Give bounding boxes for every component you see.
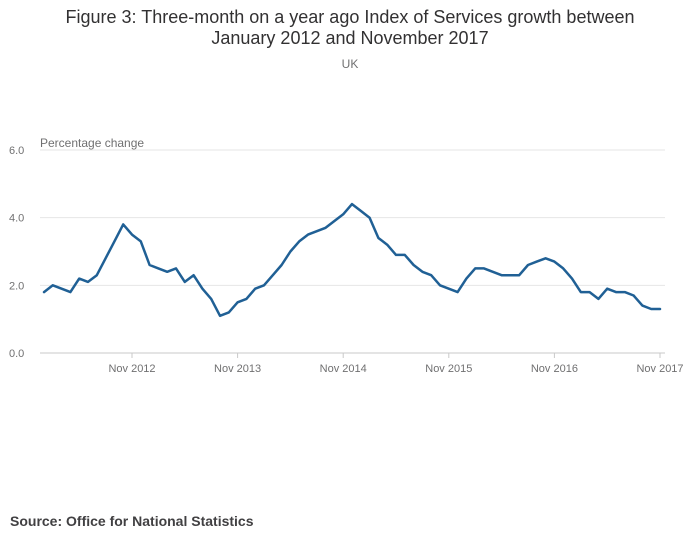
source-note: Source: Office for National Statistics xyxy=(10,513,254,529)
x-tick-label-3: Nov 2015 xyxy=(425,363,472,375)
series-line xyxy=(42,202,662,318)
x-tick-label-2: Nov 2014 xyxy=(320,363,367,375)
y-tick-label-2: 4.0 xyxy=(9,213,24,225)
chart-title-line-2: January 2012 and November 2017 xyxy=(211,28,489,48)
chart-subtitle: UK xyxy=(341,57,359,71)
y-tick-label-0: 0.0 xyxy=(9,348,24,360)
x-tick-label-1: Nov 2013 xyxy=(214,363,261,375)
chart-title-line-1: Figure 3: Three-month on a year ago Inde… xyxy=(65,7,635,27)
y-tick-label-3: 6.0 xyxy=(9,145,24,157)
x-tick-label-4: Nov 2016 xyxy=(531,363,578,375)
chart-title: Figure 3: Three-month on a year ago Inde… xyxy=(0,7,700,49)
y-axis-label: Percentage change xyxy=(40,136,145,150)
x-tick-label-5: Nov 2017 xyxy=(636,363,683,375)
x-tick-label-0: Nov 2012 xyxy=(108,363,155,375)
y-tick-label-1: 2.0 xyxy=(9,280,24,292)
